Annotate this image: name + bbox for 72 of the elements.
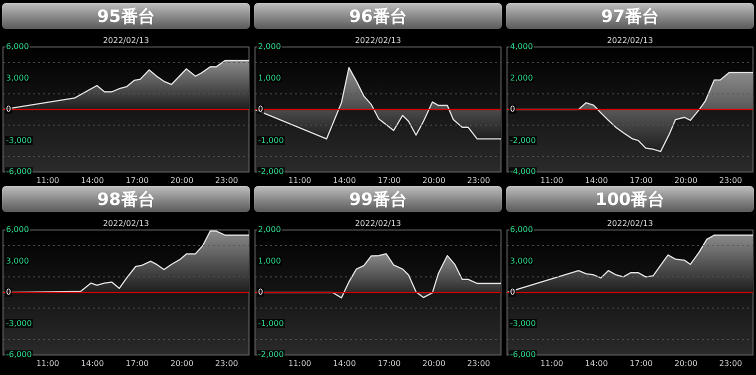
x-tick-label: 17:00	[126, 176, 149, 185]
y-tick-label: -4,000	[510, 167, 536, 176]
y-tick-label: 3,000	[6, 73, 29, 82]
chart-title: 100番台	[595, 190, 665, 210]
y-tick-label: -3,000	[510, 318, 536, 328]
y-tick-label: 1,000	[258, 256, 281, 266]
x-tick-label: 14:00	[80, 176, 104, 185]
x-tick-label: 23:00	[467, 359, 490, 368]
x-tick-label: 14:00	[332, 359, 356, 368]
x-tick-label: 14:00	[584, 359, 608, 368]
y-tick-label: -2,000	[258, 350, 284, 360]
y-tick-label: 1,000	[258, 73, 281, 82]
y-tick-label: 0	[258, 104, 264, 114]
x-tick-label: 11:00	[540, 359, 564, 368]
x-tick-label: 20:00	[422, 359, 446, 368]
chart-subtitle: 2022/02/13	[102, 219, 150, 228]
y-tick-label: 6,000	[510, 225, 533, 234]
x-tick-label: 11:00	[288, 359, 312, 368]
y-tick-label: 3,000	[510, 256, 533, 266]
y-tick-label: -3,000	[6, 136, 32, 145]
y-tick-label: -6,000	[6, 167, 32, 176]
x-tick-label: 14:00	[332, 176, 356, 185]
y-tick-label: -2,000	[258, 167, 284, 176]
x-tick-label: 11:00	[288, 176, 312, 185]
y-tick-label: 0	[6, 288, 12, 297]
y-tick-label: -1,000	[258, 136, 284, 145]
chart-subtitle: 2022/02/13	[102, 36, 150, 45]
y-tick-label: 6,000	[6, 42, 29, 52]
y-tick-label: 0	[6, 104, 12, 114]
chart-subtitle: 2022/02/13	[354, 36, 402, 45]
chart-title: 99番台	[349, 190, 407, 210]
y-tick-label: 0	[510, 104, 516, 114]
x-tick-label: 20:00	[674, 176, 698, 185]
x-tick-label: 14:00	[80, 359, 104, 368]
x-tick-label: 23:00	[719, 176, 742, 185]
x-tick-label: 17:00	[126, 359, 149, 368]
chart-subtitle: 2022/02/13	[606, 36, 654, 45]
chart-title: 97番台	[601, 7, 659, 27]
y-tick-label: -2,000	[510, 136, 536, 145]
y-tick-label: 2,000	[510, 73, 533, 82]
y-tick-label: -6,000	[510, 350, 536, 360]
y-tick-label: 6,000	[6, 225, 29, 234]
x-tick-label: 20:00	[674, 359, 698, 368]
chart-title: 95番台	[97, 7, 155, 27]
x-tick-label: 11:00	[36, 359, 60, 368]
x-tick-label: 17:00	[630, 359, 653, 368]
x-tick-label: 23:00	[215, 176, 238, 185]
x-tick-label: 20:00	[422, 176, 446, 185]
y-tick-label: -6,000	[6, 350, 32, 360]
x-tick-label: 17:00	[378, 359, 401, 368]
x-tick-label: 23:00	[467, 176, 490, 185]
y-tick-label: 0	[258, 288, 264, 297]
y-tick-label: 4,000	[510, 42, 533, 52]
x-tick-label: 17:00	[630, 176, 653, 185]
x-tick-label: 14:00	[584, 176, 608, 185]
x-tick-label: 23:00	[215, 359, 238, 368]
y-tick-label: 0	[510, 288, 516, 297]
chart-title: 96番台	[349, 7, 407, 27]
chart-subtitle: 2022/02/13	[606, 219, 654, 228]
y-tick-label: 3,000	[6, 256, 29, 266]
x-tick-label: 17:00	[378, 176, 401, 185]
chart-title: 98番台	[97, 190, 155, 210]
x-tick-label: 23:00	[719, 359, 742, 368]
y-tick-label: 2,000	[258, 42, 281, 52]
y-tick-label: -1,000	[258, 318, 284, 328]
x-tick-label: 11:00	[540, 176, 564, 185]
x-tick-label: 11:00	[36, 176, 60, 185]
y-tick-label: -3,000	[6, 318, 32, 328]
x-tick-label: 20:00	[170, 359, 194, 368]
x-tick-label: 20:00	[170, 176, 194, 185]
chart-subtitle: 2022/02/13	[354, 219, 402, 228]
y-tick-label: 2,000	[258, 225, 281, 234]
